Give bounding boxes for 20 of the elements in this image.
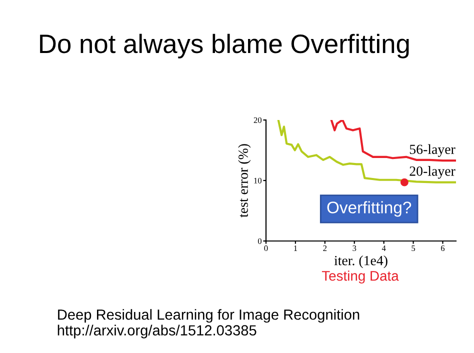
x-tick-label: 5	[412, 245, 416, 252]
y-tick-label: 10	[254, 178, 262, 184]
x-tick-label: 4	[382, 245, 386, 251]
y-tick-label: 20	[254, 117, 262, 123]
chart-title: Do not always blame Overfitting	[40, 34, 409, 58]
text: Testing Data	[322, 270, 399, 284]
series-label: 20-layer	[410, 166, 456, 179]
x-axis-title: iter. (1e4)	[334, 256, 388, 268]
x-tick-label: 3	[352, 245, 356, 252]
y-axis-title: test error (%)	[238, 144, 251, 218]
x-tick-label: 6	[441, 245, 445, 252]
line-series	[330, 120, 456, 162]
x-tick-label: 2	[323, 245, 327, 251]
y-tick-label: 0	[258, 238, 262, 244]
text: Deep Residual Learning for Image Recognition http://arxiv.org/abs/1512.03385	[58, 309, 360, 338]
x-tick-label: 0	[264, 245, 268, 252]
line-series	[277, 120, 456, 184]
series-label: 56-layer	[410, 144, 456, 157]
annotation: Overfitting?	[327, 201, 412, 217]
x-tick-label: 1	[294, 245, 298, 251]
